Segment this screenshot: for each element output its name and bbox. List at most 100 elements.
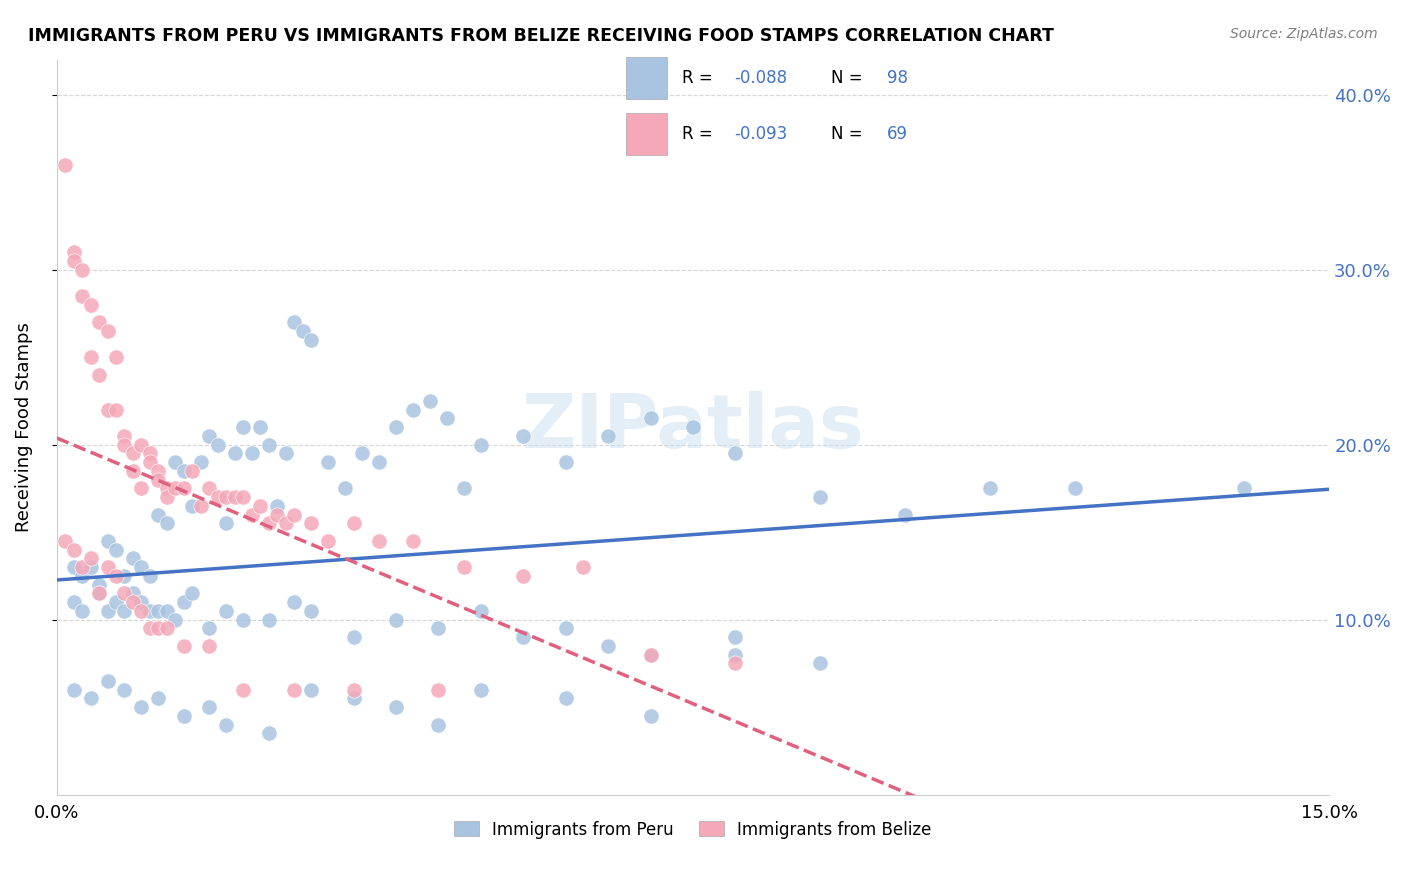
Point — [554, 622, 576, 636]
Point — [165, 482, 187, 496]
Point — [215, 516, 238, 531]
Point — [165, 455, 187, 469]
Point — [105, 569, 128, 583]
Point — [283, 595, 305, 609]
Point — [53, 533, 76, 548]
Point — [114, 586, 136, 600]
Point — [79, 560, 101, 574]
Point — [96, 673, 118, 688]
Point — [436, 411, 458, 425]
Point — [139, 569, 162, 583]
Point — [114, 429, 136, 443]
Point — [114, 569, 136, 583]
Point — [385, 613, 408, 627]
Point — [266, 508, 288, 522]
Point — [385, 700, 408, 714]
Point — [156, 516, 179, 531]
Point — [131, 437, 153, 451]
Point — [316, 533, 339, 548]
Point — [257, 726, 280, 740]
Point — [232, 682, 254, 697]
Point — [808, 490, 831, 504]
Text: 69: 69 — [887, 125, 908, 143]
Point — [342, 682, 364, 697]
Point — [596, 429, 619, 443]
Point — [70, 569, 93, 583]
Point — [70, 289, 93, 303]
Point — [148, 508, 170, 522]
Point — [249, 499, 271, 513]
Point — [682, 420, 704, 434]
Point — [198, 482, 221, 496]
Text: R =: R = — [682, 125, 718, 143]
Point — [640, 648, 662, 662]
Point — [512, 569, 534, 583]
Text: Source: ZipAtlas.com: Source: ZipAtlas.com — [1230, 27, 1378, 41]
Point — [87, 315, 110, 329]
Point — [571, 560, 593, 574]
Point — [215, 604, 238, 618]
Point — [291, 324, 314, 338]
Point — [79, 298, 101, 312]
Point — [299, 604, 322, 618]
Text: ZIPatlas: ZIPatlas — [522, 391, 865, 464]
Point — [207, 437, 229, 451]
Point — [427, 682, 450, 697]
Point — [148, 473, 170, 487]
Point — [87, 586, 110, 600]
Point — [105, 542, 128, 557]
Point — [333, 482, 356, 496]
Point — [122, 464, 145, 478]
Point — [257, 437, 280, 451]
Point — [122, 446, 145, 460]
Point — [156, 482, 179, 496]
Point — [139, 604, 162, 618]
Point — [79, 551, 101, 566]
Point — [640, 411, 662, 425]
Point — [198, 639, 221, 653]
Point — [232, 490, 254, 504]
Point — [283, 315, 305, 329]
Point — [96, 604, 118, 618]
Point — [257, 613, 280, 627]
Point — [181, 499, 204, 513]
Point — [96, 324, 118, 338]
Point — [224, 446, 246, 460]
Point — [122, 586, 145, 600]
Point — [342, 516, 364, 531]
Point — [62, 245, 84, 260]
Point — [173, 595, 195, 609]
Point — [148, 622, 170, 636]
Text: -0.093: -0.093 — [734, 125, 787, 143]
Point — [453, 560, 475, 574]
Point — [470, 682, 492, 697]
Point — [105, 595, 128, 609]
Point — [215, 717, 238, 731]
Text: N =: N = — [831, 125, 868, 143]
Point — [470, 604, 492, 618]
Point — [352, 446, 374, 460]
Point — [257, 516, 280, 531]
Point — [274, 516, 297, 531]
Point — [114, 604, 136, 618]
Point — [554, 691, 576, 706]
Text: -0.088: -0.088 — [734, 69, 787, 87]
Point — [453, 482, 475, 496]
Point — [554, 455, 576, 469]
Point — [427, 622, 450, 636]
Point — [173, 464, 195, 478]
Y-axis label: Receiving Food Stamps: Receiving Food Stamps — [15, 322, 32, 533]
Text: IMMIGRANTS FROM PERU VS IMMIGRANTS FROM BELIZE RECEIVING FOOD STAMPS CORRELATION: IMMIGRANTS FROM PERU VS IMMIGRANTS FROM … — [28, 27, 1054, 45]
Point — [274, 446, 297, 460]
Point — [724, 630, 747, 644]
Point — [402, 402, 425, 417]
Point — [139, 446, 162, 460]
Point — [385, 420, 408, 434]
Point — [240, 446, 263, 460]
Point — [139, 455, 162, 469]
Text: N =: N = — [831, 69, 868, 87]
Point — [249, 420, 271, 434]
Point — [156, 604, 179, 618]
Point — [131, 700, 153, 714]
Text: R =: R = — [682, 69, 718, 87]
